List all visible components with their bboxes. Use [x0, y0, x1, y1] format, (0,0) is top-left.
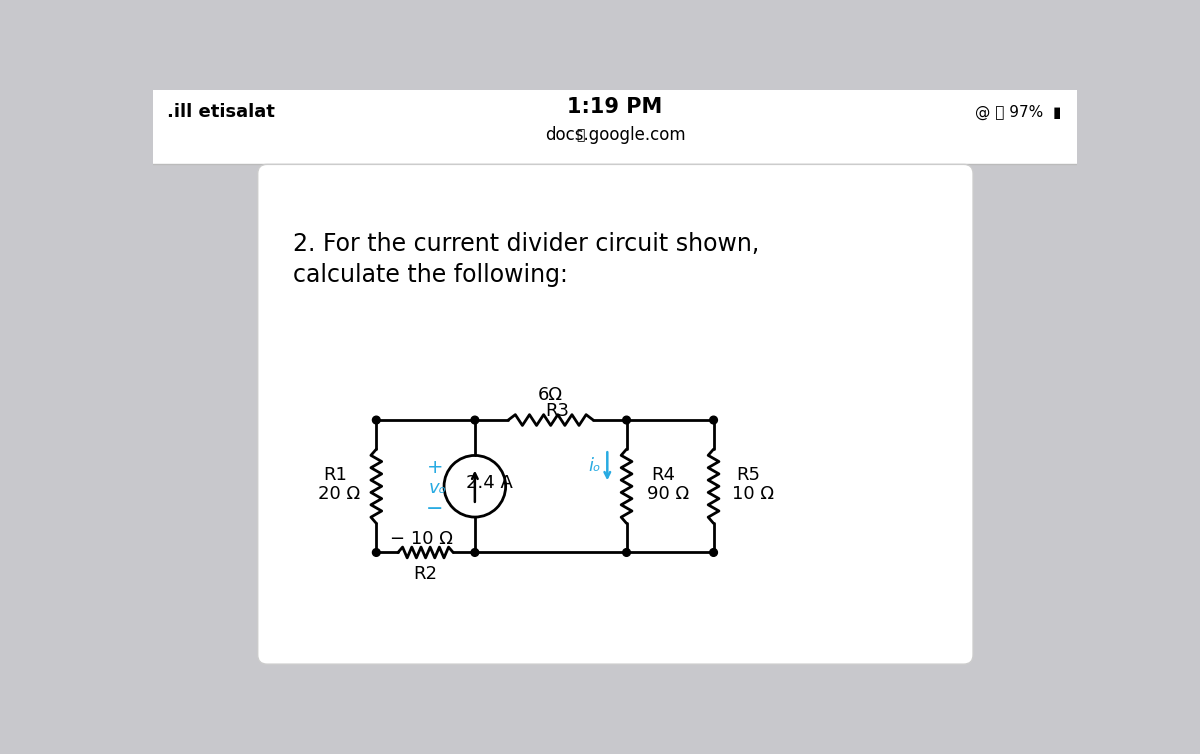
Circle shape — [372, 549, 380, 556]
Text: 10 Ω: 10 Ω — [732, 485, 774, 503]
Text: R5: R5 — [737, 467, 761, 485]
Circle shape — [623, 416, 630, 424]
Text: +: + — [426, 458, 443, 477]
Text: 2.4 A: 2.4 A — [466, 474, 512, 492]
Text: vₒ: vₒ — [428, 479, 446, 497]
Text: 2. For the current divider circuit shown,: 2. For the current divider circuit shown… — [293, 232, 760, 256]
Text: R2: R2 — [414, 565, 438, 583]
Text: docs.google.com: docs.google.com — [545, 126, 685, 144]
Text: 90 Ω: 90 Ω — [647, 485, 689, 503]
FancyBboxPatch shape — [258, 164, 973, 664]
Text: 1:19 PM: 1:19 PM — [568, 97, 662, 118]
Text: 🔒: 🔒 — [576, 128, 584, 143]
Circle shape — [472, 416, 479, 424]
Text: iₒ: iₒ — [589, 457, 601, 475]
Text: .ill etisalat: .ill etisalat — [167, 103, 275, 121]
Text: 20 Ω: 20 Ω — [318, 485, 360, 503]
Circle shape — [709, 549, 718, 556]
Circle shape — [372, 416, 380, 424]
FancyBboxPatch shape — [154, 90, 1078, 164]
Text: R4: R4 — [652, 467, 676, 485]
Text: R1: R1 — [323, 467, 347, 485]
Circle shape — [472, 549, 479, 556]
Text: 6Ω: 6Ω — [539, 385, 563, 403]
Text: calculate the following:: calculate the following: — [293, 263, 568, 287]
Circle shape — [623, 549, 630, 556]
Text: @ ⏰ 97%  ▮: @ ⏰ 97% ▮ — [976, 105, 1062, 120]
Text: −: − — [426, 499, 444, 520]
Text: R3: R3 — [545, 402, 569, 420]
Text: − 10 Ω: − 10 Ω — [390, 530, 454, 548]
Circle shape — [709, 416, 718, 424]
